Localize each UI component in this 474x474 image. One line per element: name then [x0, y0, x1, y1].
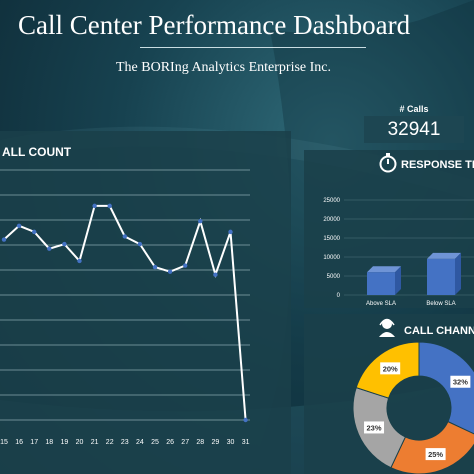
response-time-bar-chart: 0 5000 10000 15000 20000 25000 Above SLA Below …	[323, 198, 474, 307]
x-tick-label: Below SLA	[426, 301, 455, 307]
data-point	[1, 237, 7, 242]
y-tick-label: 10000	[323, 255, 340, 261]
y-tick-label: 5000	[327, 274, 341, 280]
data-label-box	[364, 421, 385, 434]
headset-user-icon	[379, 318, 395, 337]
x-tick-label: Above SLA	[366, 301, 396, 307]
x-tick-label: 29	[212, 439, 220, 446]
data-label: 23%	[367, 423, 382, 432]
call-count-title: ALL COUNT	[2, 145, 72, 159]
x-tick-label: 31	[242, 439, 250, 446]
x-tick-label: 24	[136, 439, 144, 446]
calls-kpi-box	[364, 116, 464, 143]
data-label-box	[380, 362, 401, 375]
data-label: 25%	[428, 450, 443, 459]
x-tick-label: 15	[0, 439, 8, 446]
calls-kpi-value: 32941	[387, 119, 441, 140]
x-tick-label: 16	[15, 439, 23, 446]
bar-side	[395, 266, 401, 295]
data-label: 32%	[453, 378, 468, 387]
data-point	[243, 417, 248, 423]
bar	[367, 272, 395, 295]
bar-side	[455, 252, 461, 295]
call-channel-donut-chart: 32% 25% 23% 20%	[352, 341, 474, 474]
x-tick-label: 21	[91, 439, 99, 446]
donut-slice	[390, 420, 474, 474]
data-label-box	[450, 375, 471, 388]
x-tick-label: 30	[227, 439, 235, 446]
x-tick-label: 22	[106, 439, 114, 446]
data-point	[47, 246, 52, 251]
call-channel-title: CALL CHANNEL	[404, 325, 474, 337]
title-divider	[140, 47, 366, 48]
data-point	[228, 229, 233, 235]
data-point	[137, 241, 143, 247]
data-point	[16, 223, 22, 228]
data-point	[92, 203, 97, 209]
x-tick-label: 18	[45, 439, 53, 446]
data-point	[122, 234, 128, 239]
data-point	[62, 241, 67, 247]
x-tick-label: 27	[181, 439, 189, 446]
x-tick-label: 26	[166, 439, 174, 446]
call-count-panel	[0, 131, 291, 474]
data-point	[167, 269, 173, 274]
x-tick-label: 28	[196, 439, 204, 446]
data-point	[32, 229, 37, 235]
call-count-line-chart: 15 16 17 18 19 20 21 22 23 24 25 26 27 28 29 30 31	[0, 169, 250, 446]
y-tick-label: 20000	[323, 217, 340, 223]
data-point	[183, 263, 188, 268]
bar-top	[367, 266, 401, 273]
response-time-title: RESPONSE TIME	[401, 159, 474, 171]
page-title: Call Center Performance Dashboard	[18, 10, 411, 40]
x-tick-label: 19	[61, 439, 69, 446]
data-label-box	[425, 448, 446, 461]
y-tick-label: 25000	[323, 198, 340, 204]
bar	[427, 258, 455, 295]
calls-kpi-label: # Calls	[399, 104, 429, 114]
y-tick-label: 15000	[323, 236, 340, 242]
donut-slice	[418, 341, 474, 435]
x-tick-label: 17	[30, 439, 38, 446]
stopwatch-icon	[379, 153, 397, 173]
data-point	[198, 218, 203, 224]
x-tick-label: 20	[76, 439, 84, 446]
x-tick-label: 25	[151, 439, 159, 446]
y-tick-label: 0	[337, 293, 341, 299]
bar-top	[427, 252, 461, 259]
data-label: 20%	[383, 364, 398, 373]
data-point	[77, 258, 82, 264]
page-subtitle: The BORIng Analytics Enterprise Inc.	[116, 60, 332, 75]
data-point	[152, 264, 158, 270]
data-point	[213, 272, 218, 277]
x-tick-label: 23	[121, 439, 129, 446]
data-point	[107, 203, 112, 209]
